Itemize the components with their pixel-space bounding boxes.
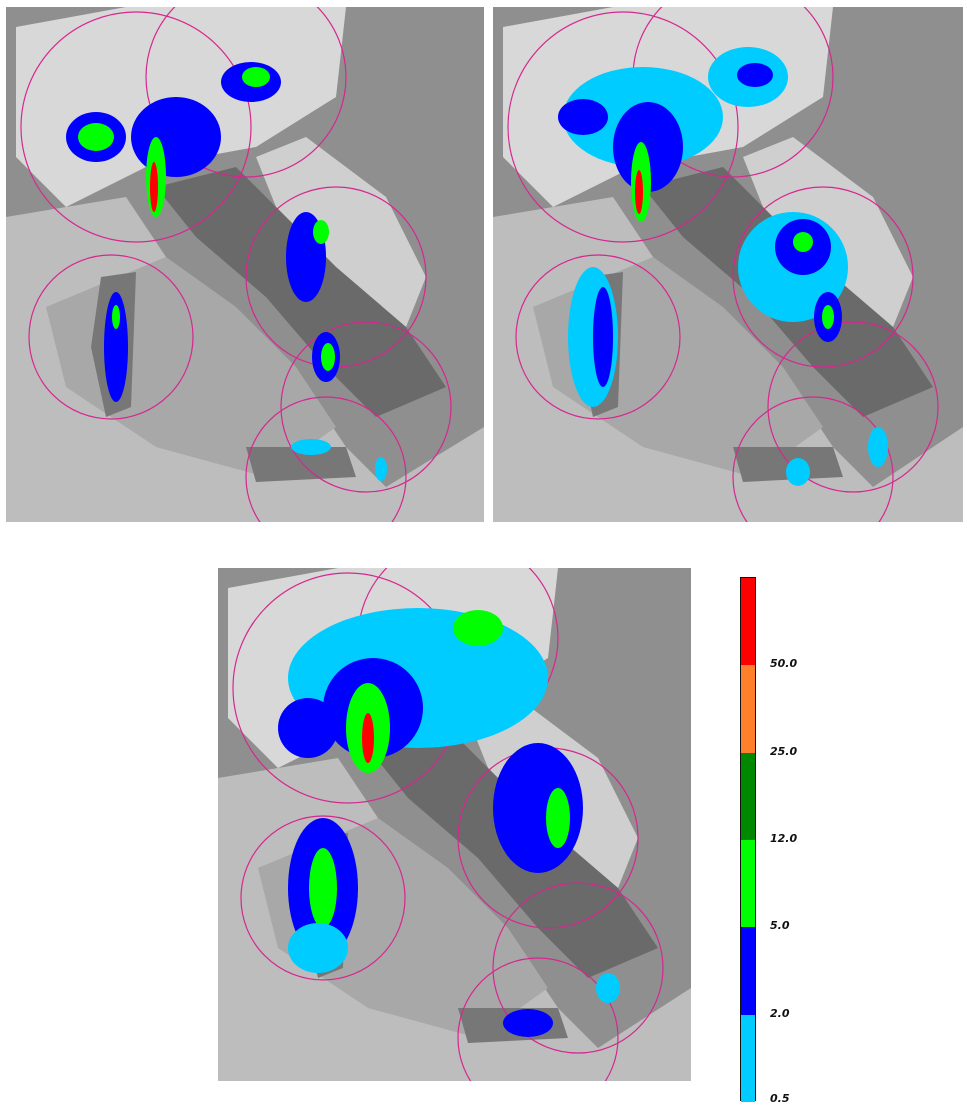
- legend-segment: [741, 578, 755, 666]
- map-canvas: [6, 7, 484, 522]
- radar-range-circles: [20, 7, 452, 522]
- legend-label: 2.0: [770, 1006, 790, 1020]
- precipitation-map-top-right: [493, 7, 963, 522]
- legend-label: 50.0: [770, 657, 798, 671]
- radar-range-circles: [507, 7, 939, 522]
- precipitation-echoes: [278, 608, 620, 1037]
- legend-segment: [741, 752, 755, 840]
- legend-segment: [741, 927, 755, 1015]
- legend-label: 25.0: [770, 744, 798, 758]
- precipitation-map-bottom: [218, 568, 691, 1081]
- legend-label: 12.0: [770, 832, 798, 845]
- map-canvas: [218, 568, 691, 1081]
- legend-segment: [741, 665, 755, 753]
- precipitation-map-top-left: [6, 7, 484, 522]
- legend-label: 5.0: [770, 919, 790, 933]
- precipitation-echoes: [558, 47, 888, 486]
- legend-label: 0.5: [770, 1092, 790, 1105]
- map-canvas: [493, 7, 963, 522]
- precipitation-legend: [740, 577, 756, 1102]
- legend-segment: [741, 840, 755, 928]
- precipitation-echoes: [66, 62, 387, 481]
- legend-segment: [741, 1014, 755, 1102]
